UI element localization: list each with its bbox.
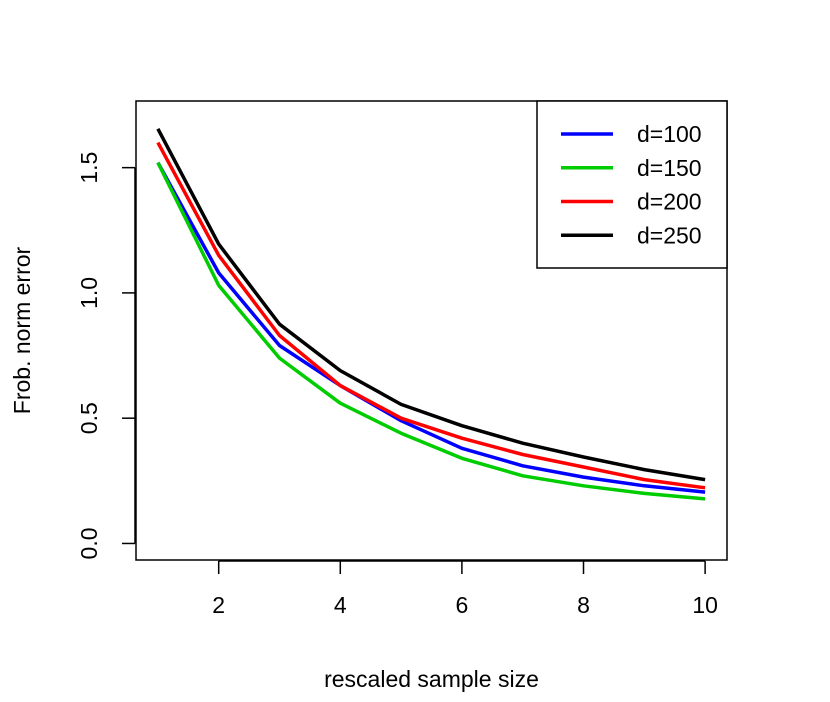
legend-box [536, 100, 728, 269]
y-tick-label: 1.0 [76, 277, 102, 309]
series-line-2 [156, 161, 706, 501]
x-tick-label: 10 [692, 592, 718, 618]
legend-label: d=250 [637, 222, 702, 248]
y-tick-label: 1.5 [76, 152, 102, 184]
series-line-3 [156, 141, 706, 490]
x-axis: 2 4 6 8 10 [212, 560, 718, 618]
legend-label: d=150 [637, 155, 702, 181]
legend-label: d=100 [637, 121, 702, 147]
y-tick-label: 0.0 [76, 527, 102, 559]
y-axis: 0.0 0.5 1.0 1.5 [76, 152, 136, 559]
legend-label: d=200 [637, 189, 702, 215]
y-tick-label: 0.5 [76, 402, 102, 434]
legend: d=100 d=150 d=200 d=250 [536, 100, 728, 269]
series-line-1 [156, 161, 706, 494]
x-axis-title: rescaled sample size [324, 666, 539, 692]
x-tick-label: 6 [456, 592, 469, 618]
x-tick-label: 8 [577, 592, 590, 618]
series-line-4 [156, 127, 706, 482]
x-tick-label: 2 [212, 592, 225, 618]
plot-frame [135, 100, 728, 561]
y-axis-title: Frob. norm error [9, 246, 35, 414]
x-tick-label: 4 [334, 592, 347, 618]
series-layer [156, 127, 706, 501]
